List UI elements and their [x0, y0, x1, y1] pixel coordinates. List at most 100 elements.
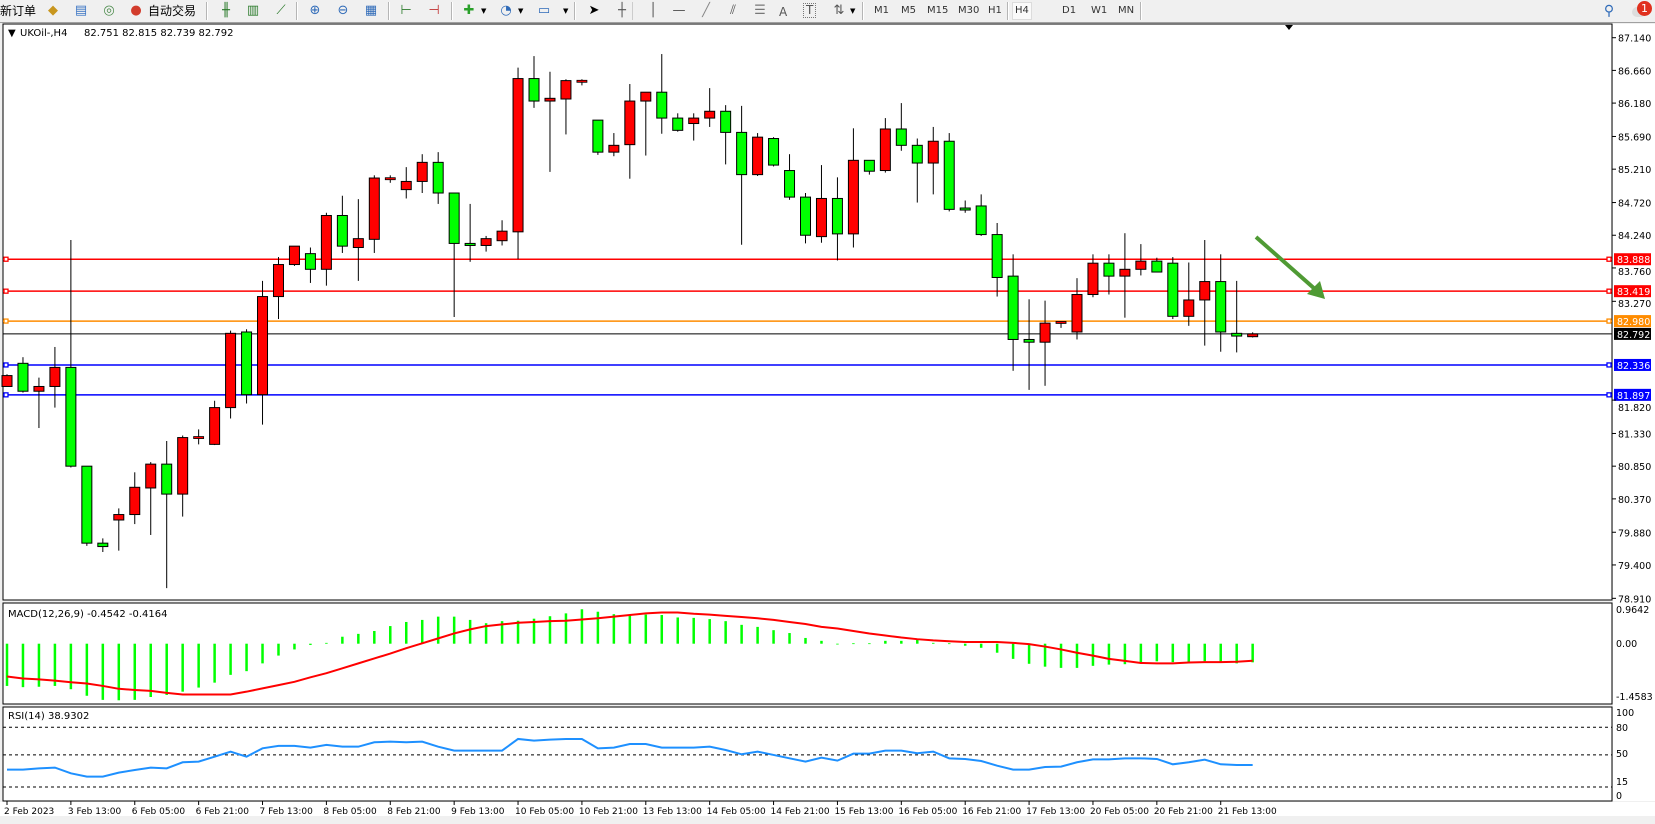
templates-icon[interactable]: ▭: [537, 3, 551, 18]
level-anchor-handle[interactable]: [3, 362, 9, 368]
candle: [400, 167, 412, 199]
timeframe-h1[interactable]: H1: [988, 5, 1002, 16]
candle: [209, 400, 221, 446]
periods-icon[interactable]: ◔: [500, 3, 512, 18]
chart-shift-icon[interactable]: ⊣: [428, 3, 440, 18]
timeframe-mn[interactable]: MN: [1118, 5, 1135, 16]
tile-windows-icon[interactable]: ▦: [364, 3, 378, 18]
level-anchor-handle[interactable]: [3, 256, 9, 262]
arrow-down-right-icon[interactable]: [1254, 235, 1325, 299]
time-tick-label: 14 Feb 05:00: [707, 807, 766, 817]
macd-histogram-bar: [341, 636, 344, 644]
equidistant-channel-icon[interactable]: ⫽: [730, 3, 736, 18]
candlestick-chart-icon[interactable]: ▥: [246, 3, 260, 18]
candle: [416, 154, 428, 194]
candle: [1167, 257, 1179, 320]
price-tick-label: 79.400: [1618, 561, 1651, 572]
auto-scroll-icon[interactable]: ⊢: [400, 3, 412, 18]
macd-histogram-bar: [596, 611, 600, 644]
level-anchor-handle[interactable]: [1606, 318, 1612, 324]
level-anchor-handle[interactable]: [3, 288, 9, 294]
fibonacci-icon[interactable]: ☰: [754, 3, 766, 18]
macd-histogram-bar: [420, 619, 424, 644]
main-pane[interactable]: [2, 23, 1613, 601]
macd-histogram-bar: [452, 616, 456, 644]
candle-body: [528, 78, 540, 102]
data-window-icon[interactable]: ▤: [74, 3, 88, 18]
bar-chart-icon[interactable]: ╫: [222, 3, 230, 18]
rsi-label: RSI(14) 38.9302: [8, 711, 89, 722]
macd-histogram-bar: [1235, 643, 1238, 664]
trendline-icon[interactable]: ╱: [702, 3, 710, 18]
rsi-pane[interactable]: [2, 706, 1613, 802]
text-tool-button[interactable]: A: [779, 5, 788, 19]
level-anchor-handle[interactable]: [1606, 392, 1612, 398]
timeframe-m15[interactable]: M15: [927, 5, 949, 16]
candle: [800, 193, 811, 244]
cursor-icon[interactable]: ➤: [588, 3, 600, 18]
candle: [1103, 254, 1115, 295]
crosshair-icon[interactable]: ┼: [618, 3, 626, 18]
candle: [113, 508, 125, 551]
timeframe-m30[interactable]: M30: [958, 5, 980, 16]
rsi-axis-label: 100: [1616, 708, 1634, 719]
macd-signal-line: [6, 611, 1253, 696]
macd-histogram-bar: [1139, 643, 1143, 663]
chevron-down-icon[interactable]: ▼: [850, 7, 856, 15]
autotrading-button[interactable]: 自动交易: [148, 4, 197, 18]
candle-body: [81, 465, 93, 544]
candle-body: [288, 245, 300, 266]
text-label-tool-button[interactable]: T: [803, 3, 817, 18]
timeframe-h4[interactable]: H4: [1012, 2, 1032, 20]
price-tick-label: 86.660: [1618, 66, 1651, 77]
zoom-out-icon[interactable]: ⊖: [337, 3, 349, 18]
price-tick-label: 85.210: [1618, 165, 1651, 176]
time-axis[interactable]: [0, 802, 1655, 816]
candle-body: [448, 192, 460, 244]
arrows-icon[interactable]: ⇅: [833, 3, 845, 18]
candle: [863, 159, 875, 175]
level-anchor-handle[interactable]: [1606, 256, 1612, 262]
candle: [272, 257, 284, 320]
level-anchor-handle[interactable]: [1606, 288, 1612, 294]
toolbar: 新订单 ◆ ▤ ◎ ● 自动交易 ╫ ▥ ⟋ ⊕ ⊖ ▦ ⊢ ⊣ ✚ ▼ ◔ ▼…: [0, 0, 1655, 23]
chart-shift-marker-icon[interactable]: [1285, 25, 1293, 30]
timeframe-w1[interactable]: W1: [1091, 5, 1108, 16]
candle-body: [1007, 275, 1019, 340]
macd-histogram-bar: [836, 643, 839, 645]
line-chart-icon[interactable]: ⟋: [276, 3, 286, 18]
market-watch-icon[interactable]: ◆: [48, 3, 58, 18]
chevron-down-icon[interactable]: ▼: [518, 7, 524, 15]
chart-window[interactable]: 83.888 83.419 82.980 82.336 81.897 82.792 87.…: [0, 23, 1655, 824]
chevron-down-icon[interactable]: ▼: [481, 7, 487, 15]
timeframe-d1[interactable]: D1: [1062, 5, 1077, 16]
new-chart-icon[interactable]: ✚: [463, 3, 475, 18]
level-anchor-handle[interactable]: [3, 392, 9, 398]
chevron-down-icon[interactable]: ▼: [563, 7, 569, 15]
macd-pane[interactable]: [2, 602, 1613, 705]
candle-body: [704, 110, 716, 119]
candle-body: [688, 117, 700, 125]
vertical-line-icon[interactable]: │: [649, 3, 657, 18]
autotrading-icon[interactable]: ●: [130, 3, 142, 18]
macd-histogram-bar: [708, 619, 711, 644]
price-axis[interactable]: [1613, 24, 1655, 801]
macd-histogram-bar: [357, 633, 360, 644]
chart-menu-triangle-icon[interactable]: ▼: [8, 28, 16, 39]
level-anchor-handle[interactable]: [1606, 362, 1612, 368]
search-icon[interactable]: ⚲: [1603, 3, 1615, 19]
candle-body: [975, 205, 987, 236]
timeframe-m5[interactable]: M5: [901, 5, 916, 16]
timeframe-m1[interactable]: M1: [874, 5, 889, 16]
time-tick-label: 2 Feb 2023: [4, 807, 54, 817]
horizontal-line-icon[interactable]: —: [672, 3, 686, 18]
level-anchor-handle[interactable]: [3, 318, 9, 324]
macd-histogram-bar: [1075, 643, 1079, 668]
signals-icon[interactable]: ◎: [103, 3, 115, 18]
zoom-in-icon[interactable]: ⊕: [309, 3, 321, 18]
candle: [688, 113, 700, 141]
new-order-button[interactable]: 新订单: [0, 4, 37, 18]
macd-histogram-bar: [133, 643, 137, 700]
macd-histogram-bar: [740, 624, 743, 644]
notification-button[interactable]: 1: [1632, 1, 1652, 19]
